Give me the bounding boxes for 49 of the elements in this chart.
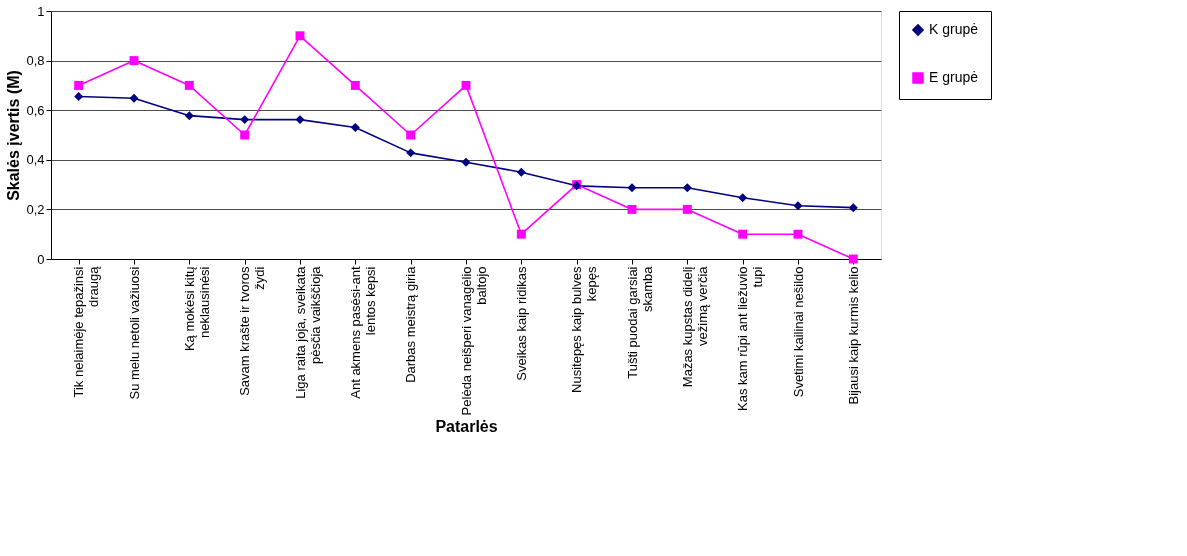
point <box>240 130 250 140</box>
x-tick-label: Savam krašte ir tvoros žydi <box>237 266 268 396</box>
point <box>406 148 416 158</box>
y-tick-label: 1 <box>37 3 45 19</box>
point <box>738 229 748 239</box>
x-axis-title: Patarlės <box>435 418 498 436</box>
point <box>516 229 526 239</box>
point <box>350 80 360 90</box>
x-tick-label: Su melu netoli važiuosi <box>126 266 142 400</box>
point <box>793 229 803 239</box>
point <box>129 93 139 103</box>
y-tick-label: 0,4 <box>26 152 45 168</box>
point <box>74 80 84 90</box>
y-tick-label: 0,2 <box>26 201 45 217</box>
point <box>184 111 194 121</box>
x-tick-label: Tik nelaimėje tepažinsi draugą <box>71 265 102 398</box>
x-tick-label: Bijausi kaip kurmis kelio <box>845 266 861 405</box>
point <box>74 92 84 102</box>
point <box>461 80 471 90</box>
point <box>240 115 250 125</box>
x-tick-label: Sveikas kaip ridikas <box>513 266 529 381</box>
x-tick-label: Pelėda neišperi vanagėlio baltojo <box>458 266 489 416</box>
x-tick-label: Nusitepęs kaip bulves kepęs <box>569 266 600 393</box>
point <box>682 183 692 193</box>
point <box>406 130 416 140</box>
point <box>627 204 637 214</box>
y-tick-label: 0,6 <box>26 102 45 118</box>
point <box>129 56 139 66</box>
y-axis-title: Skalės įvertis (M) <box>5 70 23 201</box>
point <box>848 254 858 264</box>
point <box>295 31 305 41</box>
x-tick-label: Svetimi kailinai nešildo <box>790 266 806 398</box>
legend-label: K grupė <box>929 21 979 37</box>
legend-label: E grupė <box>929 69 979 85</box>
point <box>516 167 526 177</box>
y-tick-label: 0,8 <box>26 53 45 69</box>
point <box>627 183 637 193</box>
x-tick-label: Ką mokėsi kitų neklausinėsi <box>181 266 212 352</box>
point <box>184 80 194 90</box>
point <box>793 201 803 211</box>
point <box>350 123 360 133</box>
point <box>682 204 692 214</box>
x-tick-label: Kas kam rūpi ant liežuvio tupi <box>735 266 766 412</box>
x-tick-label: Darbas meistrą giria <box>403 265 419 383</box>
point <box>295 115 305 125</box>
y-tick-label: 0 <box>37 251 45 267</box>
point <box>461 157 471 167</box>
point <box>738 193 748 203</box>
point <box>848 203 858 213</box>
